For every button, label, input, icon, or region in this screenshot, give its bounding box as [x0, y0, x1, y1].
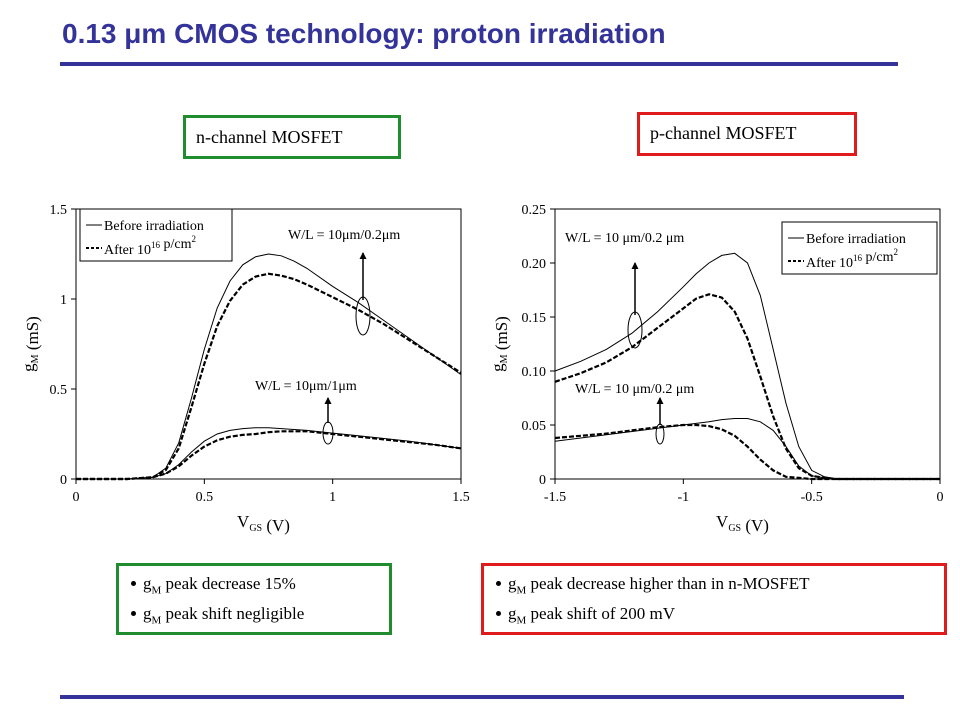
bullet-icon [131, 580, 136, 586]
wl-annotation: W/L = 10 μm/0.2 μm [565, 231, 684, 246]
x-tick-label: 0.5 [196, 490, 214, 505]
legend-box [781, 221, 938, 275]
note-item: gM peak shift of 200 mV [496, 602, 944, 632]
bullet-icon [496, 610, 501, 616]
series-line [76, 253, 462, 480]
y-tick-label: 0 [60, 473, 67, 488]
y-tick-label: 1 [60, 293, 67, 308]
y-axis-label: gM (mS) [19, 316, 42, 372]
arrowhead-icon [631, 262, 639, 269]
x-axis-label: VGS (V) [716, 512, 769, 535]
highlight-ellipse [627, 311, 643, 349]
wl-annotation: W/L = 10μm/0.2μm [288, 228, 400, 243]
y-axis-label: gM (mS) [488, 316, 511, 372]
series-line [554, 423, 940, 481]
legend-entry: After 1016 p/cm2 [104, 234, 196, 258]
n-channel-label-box: n-channel MOSFET [183, 115, 401, 159]
n-channel-gm-chart: 0 0.5 1 1.5 0 0.5 1 1.5 VGS (V) gM (mS) Before irr… [19, 203, 470, 535]
x-tick-label: 1 [329, 490, 336, 505]
x-tick-label: 0 [73, 490, 80, 505]
series-line [76, 272, 462, 481]
arrowhead-icon [324, 397, 332, 404]
p-channel-label: p-channel MOSFET [650, 123, 797, 143]
n-channel-label: n-channel MOSFET [196, 126, 343, 147]
y-tick-label: 0 [539, 473, 546, 488]
note-item: gM peak decrease higher than in n-MOSFET [496, 572, 944, 602]
highlight-ellipse [322, 421, 334, 445]
series-line [76, 427, 462, 480]
title-underline [60, 62, 898, 66]
slide-title: 0.13 μm CMOS technology: proton irradiat… [62, 18, 666, 49]
n-channel-notes: gM peak decrease 15% gM peak shift negli… [116, 563, 392, 635]
legend-entry: After 1016 p/cm2 [806, 247, 898, 271]
highlight-ellipse [655, 423, 665, 445]
y-tick-label: 0.10 [522, 365, 547, 380]
y-tick-label: 0.05 [522, 419, 547, 434]
highlight-ellipse [355, 296, 371, 336]
bullet-icon [131, 610, 136, 616]
legend-box [79, 208, 233, 262]
x-tick-label: -1 [677, 490, 689, 505]
series-line [554, 252, 940, 480]
series-line [554, 418, 940, 480]
arrowhead-icon [656, 397, 664, 404]
plot-frame [554, 208, 941, 480]
x-axis-label: VGS (V) [237, 512, 290, 535]
legend-entry: Before irradiation [806, 232, 906, 247]
p-channel-label-box: p-channel MOSFET [637, 112, 857, 156]
plot-frame [75, 208, 462, 480]
note-item: gM peak shift negligible [131, 602, 389, 632]
legend-entry: Before irradiation [104, 219, 204, 234]
y-tick-label: 0.25 [522, 203, 547, 218]
wl-annotation: W/L = 10 μm/0.2 μm [575, 382, 694, 397]
series-line [76, 430, 462, 481]
x-tick-label: -1.5 [544, 490, 566, 505]
footer-rule [60, 695, 904, 699]
p-channel-gm-chart: -1.5 -1 -0.5 0 0 0.05 0.10 0.15 0.20 0.25 VGS (V) g… [488, 203, 944, 535]
bullet-icon [496, 580, 501, 586]
note-item: gM peak decrease 15% [131, 572, 389, 602]
y-tick-label: 0.5 [50, 383, 68, 398]
arrowhead-icon [359, 252, 367, 259]
y-tick-label: 1.5 [50, 203, 68, 218]
x-tick-label: -0.5 [801, 490, 823, 505]
x-tick-label: 1.5 [452, 490, 470, 505]
y-tick-label: 0.20 [522, 257, 547, 272]
y-tick-label: 0.15 [522, 311, 547, 326]
p-channel-notes: gM peak decrease higher than in n-MOSFET… [481, 563, 947, 635]
wl-annotation: W/L = 10μm/1μm [255, 379, 357, 394]
x-tick-label: 0 [937, 490, 944, 505]
